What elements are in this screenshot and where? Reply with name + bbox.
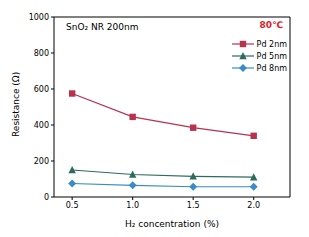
svg-text:Resistance (Ω): Resistance (Ω) xyxy=(11,72,21,137)
svg-text:0.5: 0.5 xyxy=(66,201,79,210)
html-text:80℃: 80℃ xyxy=(259,20,283,30)
svg-text:200: 200 xyxy=(34,157,49,166)
html-text:Pd 5nm: Pd 5nm xyxy=(256,51,287,61)
svg-text:1.5: 1.5 xyxy=(187,201,200,210)
svg-text:0: 0 xyxy=(44,193,49,202)
svg-text:H₂ concentration (%): H₂ concentration (%) xyxy=(125,219,219,229)
svg-text:2.0: 2.0 xyxy=(247,201,260,210)
svg-text:1000: 1000 xyxy=(29,13,49,22)
svg-text:1.0: 1.0 xyxy=(126,201,139,210)
svg-text:400: 400 xyxy=(34,121,49,130)
html-text:Pd 2nm: Pd 2nm xyxy=(256,39,287,49)
html-text:Pd 8nm: Pd 8nm xyxy=(256,63,287,73)
html-text:SnO₂ NR 200nm: SnO₂ NR 200nm xyxy=(66,22,139,32)
svg-text:600: 600 xyxy=(34,85,49,94)
svg-text:800: 800 xyxy=(34,49,49,58)
